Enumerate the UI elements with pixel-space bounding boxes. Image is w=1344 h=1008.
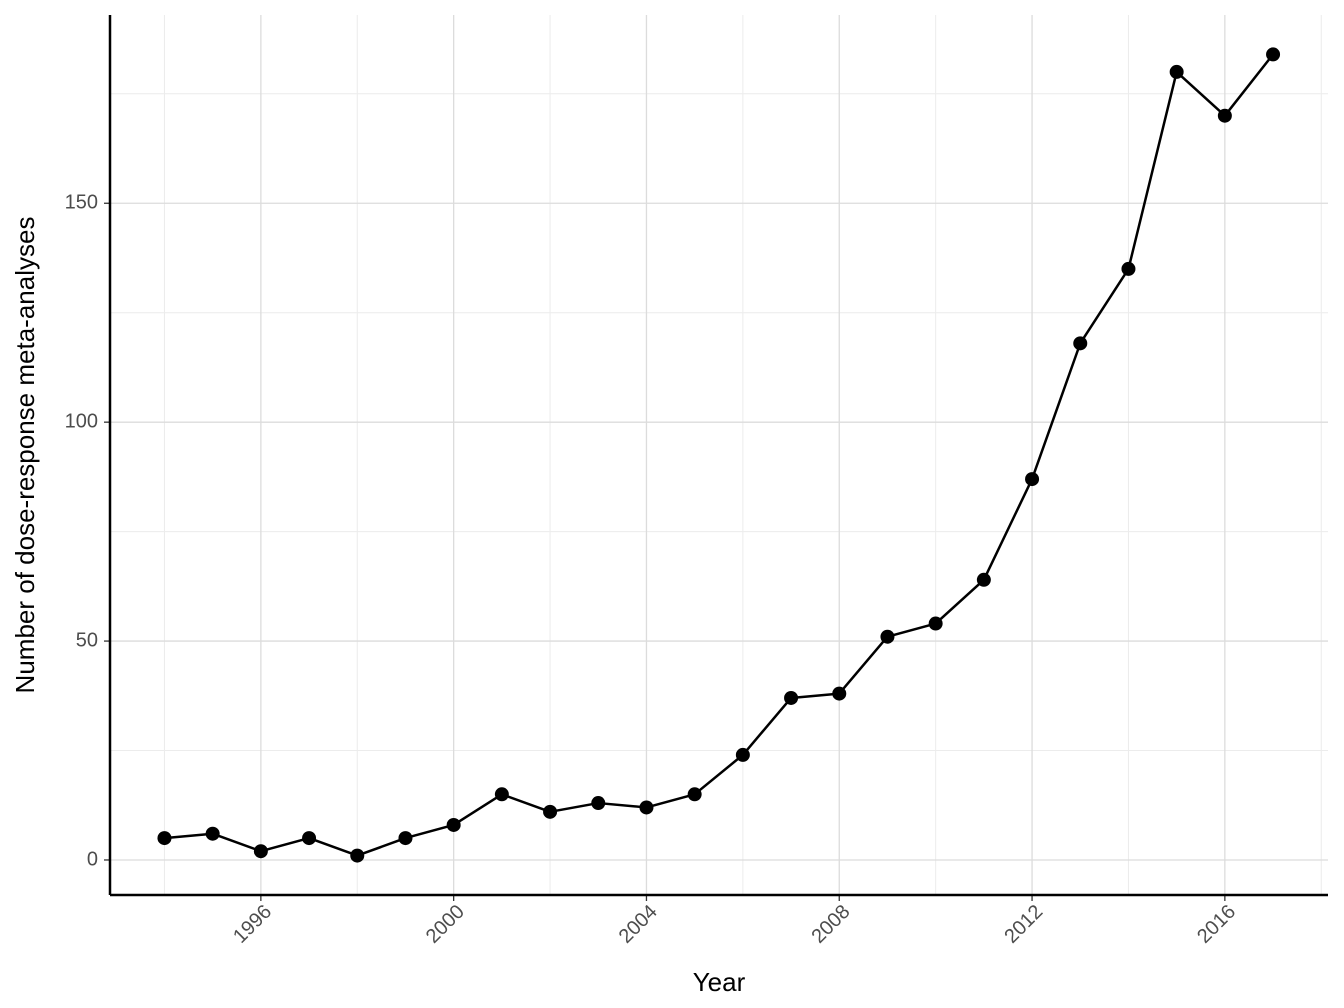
point [1266, 47, 1281, 62]
point [1025, 472, 1040, 487]
point [253, 844, 268, 859]
point [398, 831, 413, 846]
point [735, 747, 750, 762]
point [157, 831, 172, 846]
point [1169, 64, 1184, 79]
point [591, 796, 606, 811]
point [543, 804, 558, 819]
x-tick-label: 2016 [1193, 901, 1240, 948]
point [1073, 336, 1088, 351]
point [880, 629, 895, 644]
point [687, 787, 702, 802]
point [784, 690, 799, 705]
x-axis-title: Year [693, 967, 746, 997]
point [446, 817, 461, 832]
point [205, 826, 220, 841]
point [976, 572, 991, 587]
point [302, 831, 317, 846]
y-tick-label: 150 [65, 192, 98, 214]
y-tick-label: 0 [87, 848, 98, 870]
line [164, 53, 1275, 857]
y-tick-label: 50 [76, 629, 98, 651]
x-tick-label: 2000 [422, 901, 469, 948]
point [639, 800, 654, 815]
x-tick-label: 2012 [1000, 901, 1047, 948]
point [928, 616, 943, 631]
y-tick-label: 100 [65, 410, 98, 432]
point [1121, 261, 1136, 276]
x-tick-label: 2008 [808, 901, 855, 948]
point [832, 686, 847, 701]
y-axis-title: Number of dose-response meta-analyses [10, 217, 40, 694]
x-tick-label: 2004 [615, 901, 662, 948]
point [350, 848, 365, 863]
x-tick-label: 1996 [229, 901, 276, 948]
point [494, 787, 509, 802]
point [1217, 108, 1232, 123]
